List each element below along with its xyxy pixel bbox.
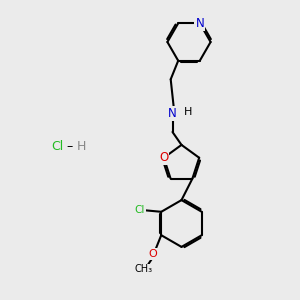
Text: Cl: Cl (134, 205, 145, 215)
Text: O: O (148, 249, 157, 259)
Text: H: H (77, 140, 86, 154)
Text: N: N (195, 17, 204, 30)
Text: –: – (67, 140, 73, 154)
Text: CH₃: CH₃ (135, 264, 153, 274)
Text: N: N (168, 107, 177, 120)
Text: Cl: Cl (51, 140, 63, 154)
Text: O: O (159, 151, 168, 164)
Text: H: H (184, 107, 192, 117)
